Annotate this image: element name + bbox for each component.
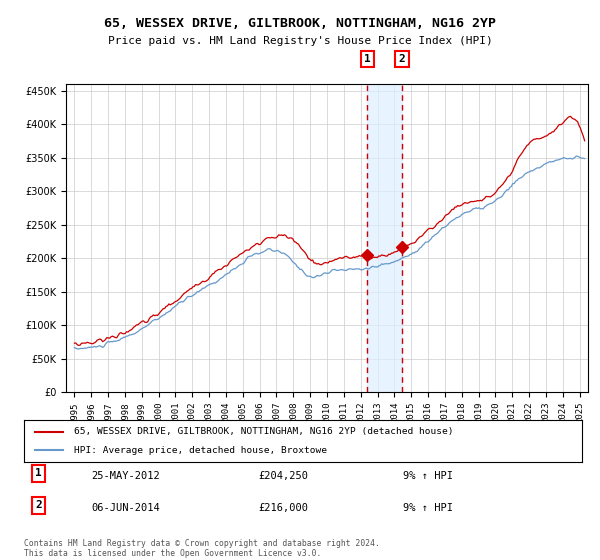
Text: £204,250: £204,250 <box>259 471 308 481</box>
Text: 1: 1 <box>35 468 42 478</box>
Text: 25-MAY-2012: 25-MAY-2012 <box>91 471 160 481</box>
Text: 9% ↑ HPI: 9% ↑ HPI <box>403 471 454 481</box>
Text: 65, WESSEX DRIVE, GILTBROOK, NOTTINGHAM, NG16 2YP (detached house): 65, WESSEX DRIVE, GILTBROOK, NOTTINGHAM,… <box>74 427 454 436</box>
Text: 2: 2 <box>398 54 406 64</box>
Bar <box>367 84 402 392</box>
Text: 9% ↑ HPI: 9% ↑ HPI <box>403 503 454 514</box>
Text: HPI: Average price, detached house, Broxtowe: HPI: Average price, detached house, Brox… <box>74 446 327 455</box>
Text: 65, WESSEX DRIVE, GILTBROOK, NOTTINGHAM, NG16 2YP: 65, WESSEX DRIVE, GILTBROOK, NOTTINGHAM,… <box>104 17 496 30</box>
Text: 06-JUN-2014: 06-JUN-2014 <box>91 503 160 514</box>
Text: 1: 1 <box>364 54 371 64</box>
Text: Contains HM Land Registry data © Crown copyright and database right 2024.
This d: Contains HM Land Registry data © Crown c… <box>24 539 380 558</box>
Text: Price paid vs. HM Land Registry's House Price Index (HPI): Price paid vs. HM Land Registry's House … <box>107 36 493 46</box>
Text: £216,000: £216,000 <box>259 503 308 514</box>
Text: 2: 2 <box>35 501 42 510</box>
